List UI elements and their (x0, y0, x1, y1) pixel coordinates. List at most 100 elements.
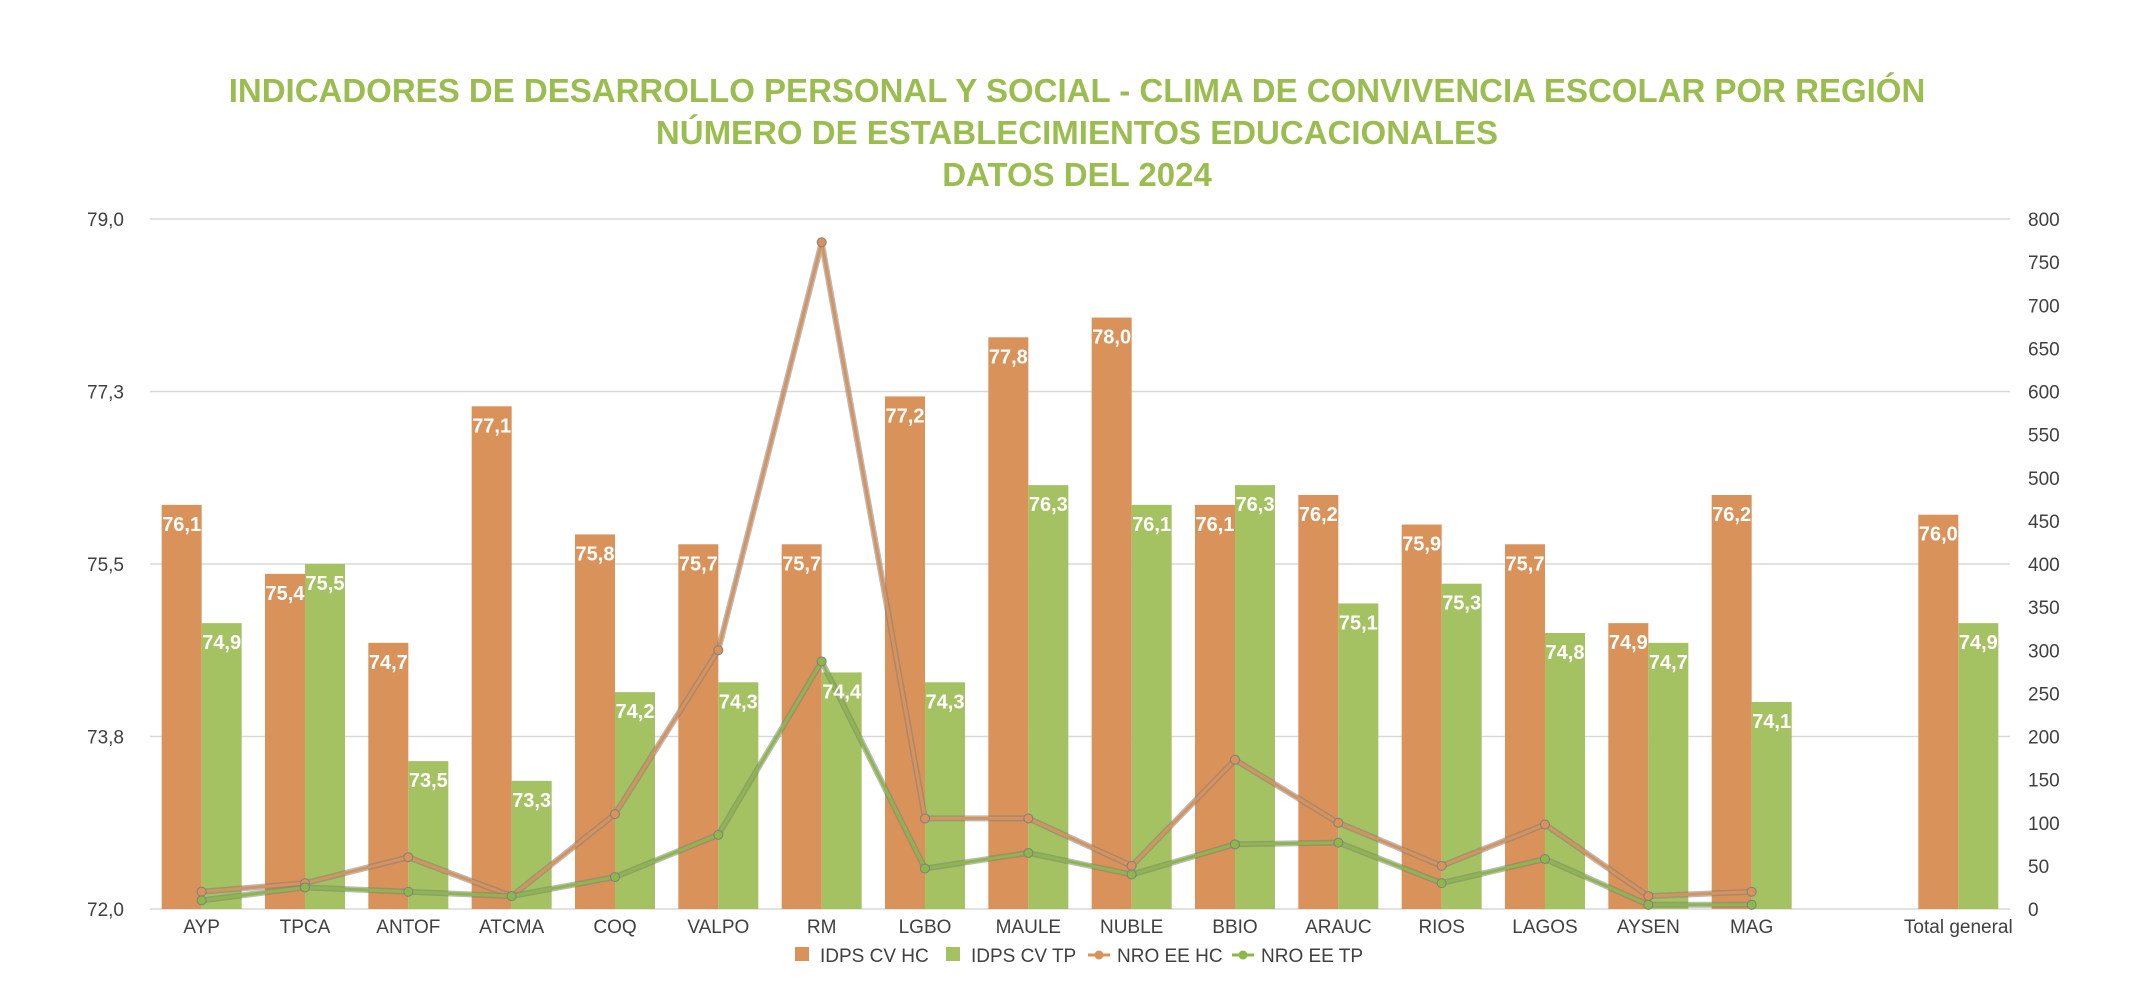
right-tick-label: 550 (2028, 426, 2060, 447)
lines (196, 237, 1757, 910)
bar-idps-cv-hc (988, 337, 1029, 909)
bar-data-label: 74,7 (369, 652, 408, 674)
line-point (1436, 860, 1447, 871)
category-label: Total general (1904, 917, 2013, 938)
bar-data-label: 74,2 (616, 701, 655, 723)
bar-data-label: 74,1 (1752, 711, 1791, 733)
line-point (1643, 891, 1654, 902)
category-label: RIOS (1418, 917, 1464, 938)
right-tick-label: 600 (2028, 383, 2060, 404)
bar-idps-cv-hc (1918, 514, 1959, 909)
line-point (1230, 754, 1240, 765)
bar-idps-cv-tp (1648, 642, 1689, 909)
bar-idps-cv-hc (1195, 504, 1235, 909)
category-label: BBIO (1212, 917, 1257, 938)
bar-idps-cv-tp (821, 672, 862, 909)
left-tick-label: 75,5 (87, 555, 124, 576)
right-tick-label: 650 (2028, 339, 2060, 360)
right-tick-label: 450 (2028, 512, 2060, 533)
right-tick-label: 50 (2028, 857, 2049, 878)
legend-marker (1238, 950, 1248, 960)
right-tick-label: 800 (2028, 210, 2060, 231)
bar-data-label: 76,1 (1132, 514, 1171, 536)
bar-data-label: 76,3 (1029, 494, 1068, 516)
line-point (713, 829, 724, 840)
bar-data-label: 73,5 (409, 770, 448, 792)
bar-data-label: 76,3 (1236, 494, 1275, 516)
category-label: AYP (183, 917, 220, 938)
series-line-nro-ee-tp (201, 660, 1752, 907)
bar-labels: 76,1 75,4 74,7 77,1 75,8 75,7 75,7 77,2 77,8 78,0… (162, 327, 1998, 812)
right-tick-label: 300 (2028, 641, 2060, 662)
left-tick-label: 72,0 (87, 900, 124, 921)
legend-swatch (795, 947, 809, 961)
right-tick-label: 150 (2028, 771, 2060, 792)
bar-data-label: 75,5 (306, 573, 345, 595)
bar-data-label: 75,1 (1339, 612, 1378, 634)
bar-idps-cv-tp (1028, 485, 1069, 909)
bar-idps-cv-hc (1298, 495, 1339, 909)
series-line-nro-ee-hc (201, 240, 1752, 898)
bar-idps-cv-tp (1751, 702, 1792, 909)
category-label: TPCA (280, 917, 331, 938)
line-point (403, 886, 414, 897)
bar-idps-cv-hc (471, 406, 512, 909)
left-tick-label: 77,3 (87, 383, 124, 404)
bar-idps-cv-hc (575, 534, 615, 909)
bar-data-label: 75,7 (679, 553, 718, 575)
bar-idps-cv-tp (1235, 485, 1275, 909)
bar-idps-cv-tp (201, 623, 242, 909)
line-point (1126, 860, 1137, 871)
category-label: COQ (593, 917, 636, 938)
line-point (300, 882, 310, 893)
line-point (610, 809, 620, 820)
bar-data-label: 75,7 (782, 553, 821, 575)
bar-idps-cv-tp (1958, 623, 1999, 909)
category-label: VALPO (687, 917, 749, 938)
line-point (713, 645, 724, 656)
right-tick-label: 0 (2028, 900, 2039, 921)
legend-label: IDPS CV HC (820, 946, 929, 967)
category-label: AYSEN (1617, 917, 1680, 938)
right-axis: 0 50 100 150 200 250 300 350 400 450 500 550 600 650 7… (2028, 210, 2060, 921)
line-point (920, 813, 930, 824)
left-tick-label: 73,8 (87, 728, 124, 749)
legend-marker (1094, 950, 1104, 960)
legend-label: IDPS CV TP (971, 946, 1076, 967)
bar-data-label: 74,7 (1649, 652, 1688, 674)
line-point (1230, 839, 1240, 850)
left-axis: 72,0 73,8 75,5 77,3 79,0 (87, 210, 124, 921)
category-label: NUBLE (1100, 917, 1163, 938)
bar-idps-cv-hc (1711, 495, 1752, 909)
bar-data-label: 74,9 (1609, 632, 1648, 654)
bar-idps-cv-tp (1338, 603, 1379, 909)
line-point (1540, 819, 1550, 830)
line-point (816, 237, 827, 248)
line-point (196, 895, 207, 906)
right-tick-label: 400 (2028, 555, 2060, 576)
bar-data-label: 74,3 (926, 691, 965, 713)
category-label: MAG (1730, 917, 1773, 938)
bar-data-label: 76,2 (1712, 504, 1751, 526)
right-tick-label: 700 (2028, 296, 2060, 317)
legend-label: NRO EE TP (1261, 946, 1363, 967)
bar-idps-cv-hc (1505, 544, 1545, 909)
category-axis: AYP TPCA ANTOF ATCMA COQ VALPO RM LGBO MAULE NUBL… (183, 917, 2012, 938)
category-label: ATCMA (479, 917, 544, 938)
bar-data-label: 75,7 (1506, 553, 1545, 575)
bar-data-label: 75,8 (576, 543, 615, 565)
bar-idps-cv-hc (678, 544, 719, 909)
bar-data-label: 74,4 (822, 681, 862, 703)
bar-data-label: 76,0 (1919, 524, 1958, 546)
category-label: LGBO (899, 917, 952, 938)
line-point (1333, 817, 1344, 828)
line-point (1023, 813, 1034, 824)
line-point (196, 886, 207, 897)
bar-idps-cv-hc (781, 544, 822, 909)
right-tick-label: 750 (2028, 253, 2060, 274)
bar-data-label: 75,4 (266, 583, 306, 605)
bar-data-label: 76,2 (1299, 504, 1338, 526)
bar-idps-cv-hc (368, 642, 409, 909)
